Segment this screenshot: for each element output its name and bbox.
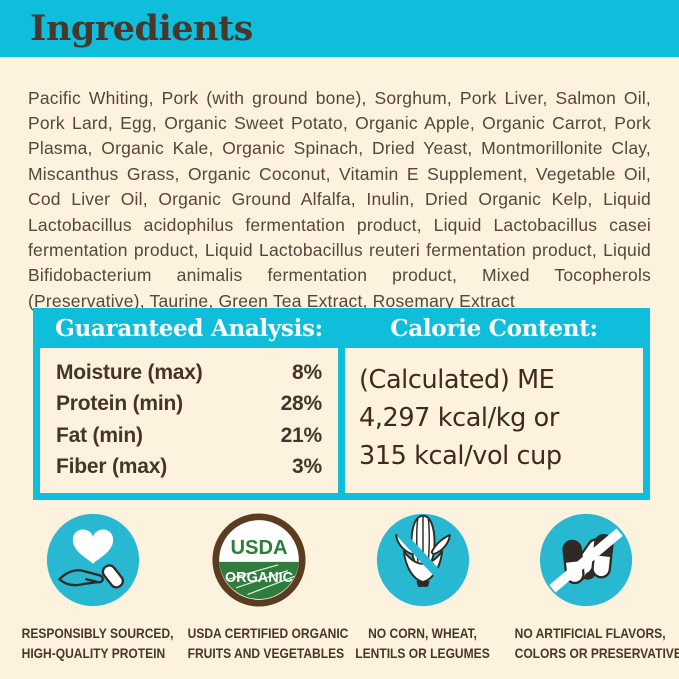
table-row: Fiber (max) 3% [56,455,322,479]
analysis-label: Moisture (max) [56,361,203,384]
analysis-value: 3% [292,454,322,478]
badge-usda-organic: USDA ORGANIC USDA CERTIFIED ORGANIC FRUI… [176,512,349,663]
calorie-line: 4,297 kcal/kg or [359,403,559,433]
analysis-calorie-panel: Guaranteed Analysis: Moisture (max) 8% P… [33,308,650,500]
calorie-line: 315 kcal/vol cup [359,441,562,471]
ingredients-header-bar: Ingredients [0,0,679,57]
guaranteed-analysis-section: Guaranteed Analysis: Moisture (max) 8% P… [40,308,338,493]
badge-caption: NO ARTIFICIAL FLAVORS, COLORS OR PRESERV… [514,625,679,661]
ingredients-paragraph: Pacific Whiting, Pork (with ground bone)… [28,87,651,311]
calorie-content-title: Calorie Content: [390,314,598,342]
table-row: Fat (min) 21% [56,424,322,448]
calorie-line: (Calculated) ME [359,365,555,395]
analysis-value: 21% [280,423,323,447]
feature-badges-row: RESPONSIBLY SOURCED, HIGH-QUALITY PROTEI… [10,512,679,663]
guaranteed-analysis-table: Moisture (max) 8% Protein (min) 28% Fat … [40,348,338,493]
analysis-value: 8% [292,361,322,384]
table-row: Moisture (max) 8% [56,361,322,385]
usda-seal-bottom-text: ORGANIC [225,570,293,586]
badge-no-corn: NO CORN, WHEAT, LENTILS OR LEGUMES [342,512,503,663]
calorie-content-section: Calorie Content: (Calculated) ME 4,297 k… [345,308,643,493]
usda-seal-top-text: USDA [230,537,288,559]
analysis-label: Protein (min) [56,392,183,416]
analysis-value: 28% [280,392,323,416]
analysis-label: Fat (min) [56,423,143,447]
badge-no-artificial: NO ARTIFICIAL FLAVORS, COLORS OR PRESERV… [503,512,679,663]
badge-caption: RESPONSIBLY SOURCED, HIGH-QUALITY PROTEI… [21,625,174,661]
analysis-label: Fiber (max) [56,454,167,478]
no-artificial-icon [539,513,633,607]
table-row: Protein (min) 28% [56,392,322,416]
calorie-content-text: (Calculated) ME 4,297 kcal/kg or 315 kca… [345,348,643,493]
usda-organic-seal: USDA ORGANIC [212,513,306,607]
badge-caption: USDA CERTIFIED ORGANIC FRUITS AND VEGETA… [187,625,349,661]
guaranteed-analysis-title: Guaranteed Analysis: [55,314,323,342]
badge-caption: NO CORN, WHEAT, LENTILS OR LEGUMES [355,625,490,661]
heart-in-hand-icon [46,513,140,607]
page-title: Ingredients [30,8,253,49]
no-corn-icon [376,513,469,607]
badge-responsibly-sourced: RESPONSIBLY SOURCED, HIGH-QUALITY PROTEI… [10,512,176,663]
